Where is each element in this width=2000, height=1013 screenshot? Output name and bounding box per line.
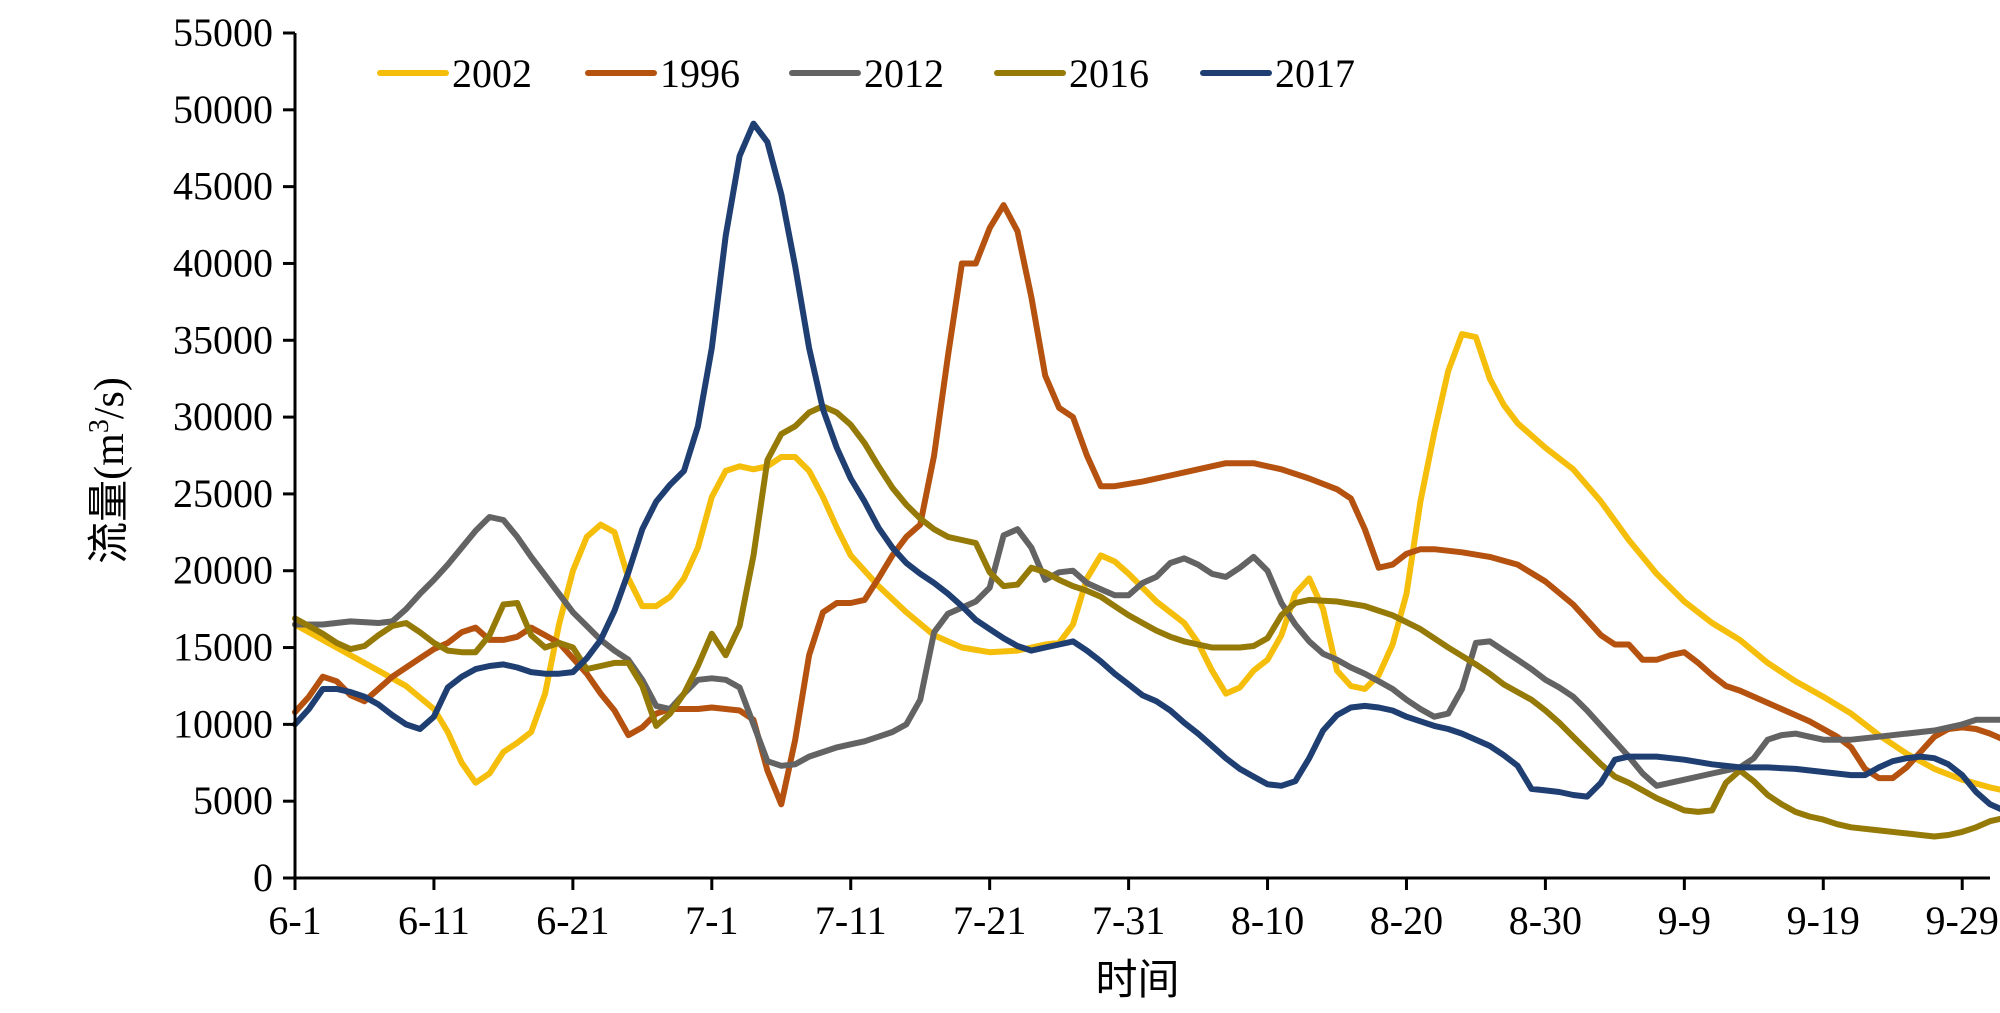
x-tick-label: 7-21	[953, 898, 1026, 943]
y-tick-label: 10000	[173, 701, 273, 746]
y-tick-label: 5000	[193, 778, 273, 823]
x-tick-label: 8-20	[1370, 898, 1443, 943]
legend: 2002 1996 2012 2016 2017	[377, 51, 1355, 96]
y-axis-title: 流量(m3/s)	[84, 377, 134, 564]
y-tick-label: 30000	[173, 394, 273, 439]
series-line-2017	[292, 120, 2000, 812]
x-axis-ticks: 6-1 6-11 6-21 7-1 7-11 7-21 7-31 8-10 8-20 8-30 9-…	[268, 878, 1999, 943]
x-tick-label: 7-1	[685, 898, 738, 943]
y-axis-title-tail: /s)	[87, 377, 133, 419]
x-axis-title: 时间	[1095, 958, 1179, 1004]
x-tick-label: 9-19	[1787, 898, 1860, 943]
x-tick-label: 7-31	[1092, 898, 1165, 943]
legend-label-2002: 2002	[452, 51, 532, 96]
x-tick-label: 7-11	[815, 898, 887, 943]
x-tick-label: 8-30	[1509, 898, 1582, 943]
y-axis-ticks: 0 5000 10000 15000 20000 25000 30000 35000 40000…	[173, 10, 295, 900]
series-layer	[292, 120, 2000, 840]
series-line-1996	[292, 202, 2000, 808]
x-tick-label: 8-10	[1231, 898, 1304, 943]
legend-label-2012: 2012	[864, 51, 944, 96]
series-line-2016	[292, 403, 2000, 840]
x-tick-label: 9-9	[1658, 898, 1711, 943]
y-tick-label: 50000	[173, 87, 273, 132]
x-tick-label: 6-21	[536, 898, 609, 943]
y-tick-label: 0	[253, 855, 273, 900]
y-tick-label: 45000	[173, 164, 273, 209]
legend-label-2017: 2017	[1275, 51, 1355, 96]
y-tick-label: 25000	[173, 471, 273, 516]
y-tick-label: 55000	[173, 10, 273, 55]
x-tick-label: 9-29	[1926, 898, 1999, 943]
y-tick-label: 15000	[173, 625, 273, 670]
legend-label-1996: 1996	[660, 51, 740, 96]
y-tick-label: 40000	[173, 240, 273, 285]
legend-label-2016: 2016	[1069, 51, 1149, 96]
y-axis-title-main: 流量(m	[87, 433, 133, 564]
y-axis-title-superscript: 3	[84, 419, 115, 433]
x-tick-label: 6-11	[398, 898, 470, 943]
x-tick-label: 6-1	[268, 898, 321, 943]
y-tick-label: 35000	[173, 317, 273, 362]
series-line-2002	[292, 331, 2000, 793]
y-tick-label: 20000	[173, 548, 273, 593]
